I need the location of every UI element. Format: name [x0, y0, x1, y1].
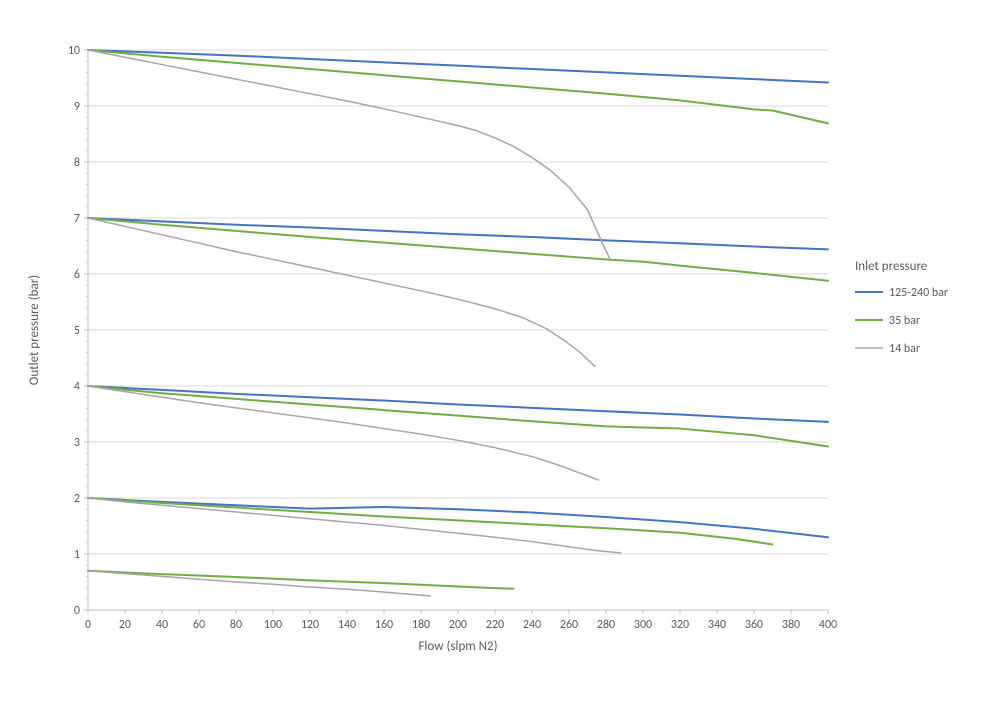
x-tick-label: 160: [375, 618, 393, 632]
legend-label: 35 bar: [889, 314, 920, 328]
x-tick-label: 180: [412, 618, 430, 632]
legend-title: Inlet pressure: [855, 259, 927, 274]
line-chart: 0123456789100204060801001201401601802002…: [0, 0, 1000, 707]
x-tick-label: 360: [745, 618, 763, 632]
x-tick-label: 0: [85, 618, 91, 632]
x-tick-label: 340: [708, 618, 726, 632]
y-tick-label: 6: [74, 268, 80, 282]
x-axis-title: Flow (slpm N2): [418, 639, 497, 654]
x-tick-label: 300: [634, 618, 652, 632]
y-tick-label: 1: [74, 548, 80, 562]
x-tick-label: 320: [671, 618, 689, 632]
x-tick-label: 80: [230, 618, 242, 632]
y-tick-label: 2: [74, 492, 80, 506]
y-tick-label: 0: [74, 604, 80, 618]
x-tick-label: 220: [486, 618, 504, 632]
y-tick-label: 4: [74, 380, 80, 394]
y-tick-label: 7: [74, 212, 80, 226]
y-axis-title: Outlet pressure (bar): [27, 275, 42, 385]
x-tick-label: 260: [560, 618, 578, 632]
x-tick-label: 100: [264, 618, 282, 632]
x-tick-label: 40: [156, 618, 168, 632]
legend-label: 125-240 bar: [889, 286, 948, 300]
y-tick-label: 3: [74, 436, 80, 450]
legend-label: 14 bar: [889, 342, 920, 356]
y-tick-label: 9: [74, 100, 80, 114]
x-tick-label: 240: [523, 618, 541, 632]
chart-container: 0123456789100204060801001201401601802002…: [0, 0, 1000, 707]
x-tick-label: 400: [819, 618, 837, 632]
y-tick-label: 5: [74, 324, 80, 338]
y-tick-label: 10: [68, 44, 80, 58]
x-tick-label: 140: [338, 618, 356, 632]
x-tick-label: 380: [782, 618, 800, 632]
x-tick-label: 120: [301, 618, 319, 632]
x-tick-label: 200: [449, 618, 467, 632]
x-tick-label: 280: [597, 618, 615, 632]
x-tick-label: 20: [119, 618, 131, 632]
x-tick-label: 60: [193, 618, 205, 632]
y-tick-label: 8: [74, 156, 80, 170]
